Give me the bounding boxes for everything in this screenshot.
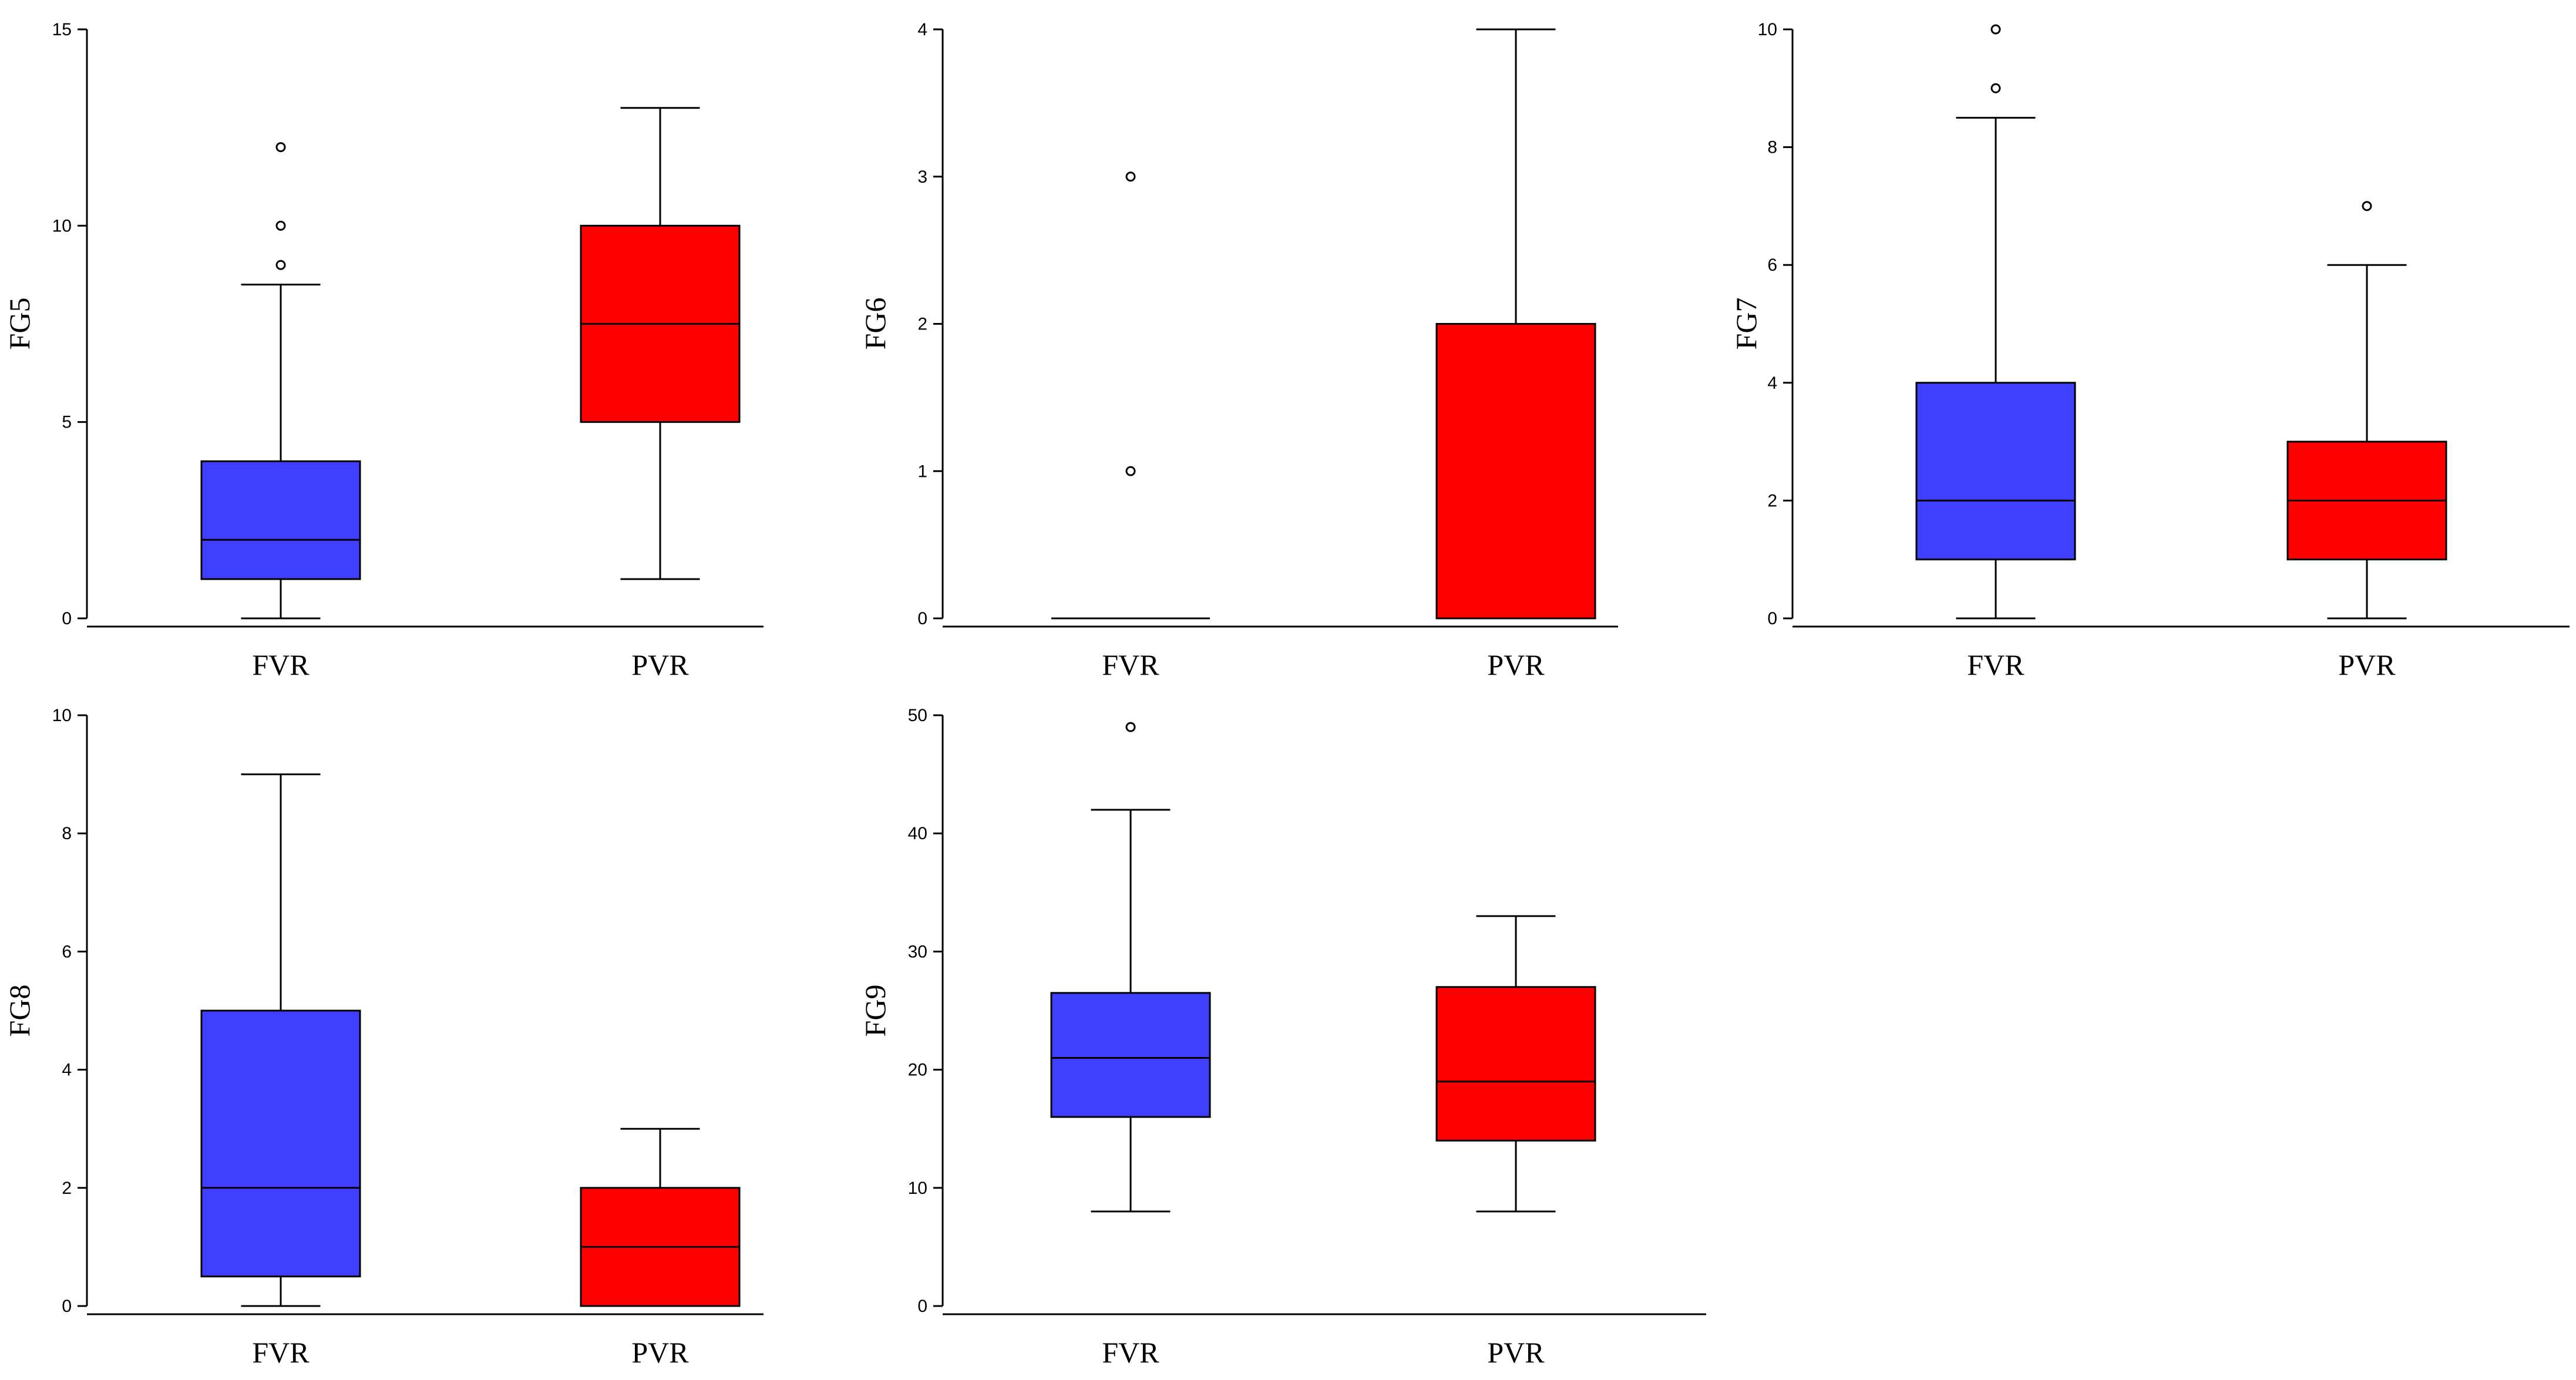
y-tick-label: 2: [917, 315, 927, 334]
x-category-label-pvr: PVR: [631, 1336, 689, 1369]
pvr-box: [1435, 323, 1596, 620]
y-tick-label: 0: [917, 609, 927, 628]
y-tick-label: 2: [62, 1179, 72, 1198]
y-tick-label: 6: [1767, 255, 1777, 275]
fvr-outlier: [1125, 722, 1136, 732]
x-category-label-pvr: PVR: [1487, 1336, 1545, 1369]
y-axis-title: FG9: [859, 985, 892, 1037]
x-category-label-fvr: FVR: [1967, 648, 2025, 681]
y-tick-label: 30: [908, 942, 927, 961]
x-category-label-fvr: FVR: [252, 1336, 310, 1369]
y-tick-label: 4: [62, 1061, 72, 1080]
x-category-label-pvr: PVR: [1487, 648, 1545, 681]
fvr-box: [1915, 382, 2076, 561]
y-tick-label: 50: [908, 706, 927, 725]
y-tick-label: 8: [62, 824, 72, 843]
y-tick-label: 2: [1767, 491, 1777, 510]
y-tick-label: 10: [52, 216, 72, 235]
pvr-box: [1435, 986, 1596, 1142]
y-tick-label: 10: [1758, 20, 1777, 39]
y-axis-title: FG7: [1730, 298, 1763, 350]
y-tick-label: 10: [52, 706, 72, 725]
y-tick-label: 10: [908, 1179, 927, 1198]
x-category-label-fvr: FVR: [1102, 1336, 1159, 1369]
y-tick-label: 1: [917, 462, 927, 481]
fvr-outlier: [1125, 171, 1136, 182]
y-axis-title: FG6: [859, 298, 892, 350]
fvr-outlier: [275, 260, 286, 270]
y-tick-label: 4: [917, 20, 927, 39]
y-tick-label: 6: [62, 942, 72, 961]
fvr-outlier: [275, 142, 286, 153]
y-tick-label: 0: [1767, 609, 1777, 628]
y-tick-label: 0: [62, 609, 72, 628]
y-tick-label: 20: [908, 1061, 927, 1080]
y-tick-label: 40: [908, 824, 927, 843]
fvr-outlier: [1990, 83, 2001, 93]
fvr-outlier: [1125, 466, 1136, 476]
fvr-box: [200, 1009, 361, 1278]
fvr-box: [1050, 992, 1211, 1118]
x-category-label-fvr: FVR: [1102, 648, 1159, 681]
fvr-box: [200, 460, 361, 580]
fvr-outlier: [1990, 24, 2001, 35]
y-tick-label: 3: [917, 167, 927, 187]
x-category-label-fvr: FVR: [252, 648, 310, 681]
y-axis-title: FG5: [3, 298, 36, 350]
x-category-label-pvr: PVR: [2338, 648, 2396, 681]
y-axis-title: FG8: [3, 985, 36, 1037]
y-tick-label: 4: [1767, 373, 1777, 393]
y-tick-label: 8: [1767, 138, 1777, 157]
y-tick-label: 0: [917, 1297, 927, 1316]
pvr-outlier: [2362, 201, 2372, 211]
y-tick-label: 5: [62, 413, 72, 432]
y-tick-label: 0: [62, 1297, 72, 1316]
fvr-outlier: [275, 220, 286, 231]
y-tick-label: 15: [52, 20, 72, 39]
x-category-label-pvr: PVR: [631, 648, 689, 681]
